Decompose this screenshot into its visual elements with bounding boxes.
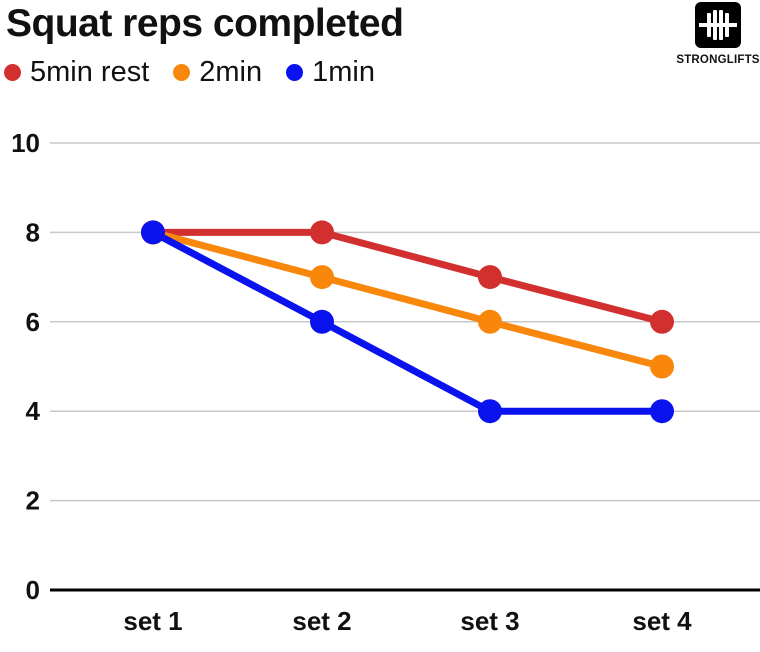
barbell-icon (695, 2, 741, 48)
legend-item-2min: 2min (173, 56, 262, 89)
x-tick-label: set 3 (460, 606, 519, 636)
series-lines (149, 228, 666, 415)
legend-item-1min: 1min (286, 56, 375, 89)
data-point-series-2-3 (650, 399, 674, 424)
stronglifts-logo: STRONGLIFTS (676, 0, 760, 72)
y-tick-label: 8 (26, 217, 40, 247)
x-tick-label: set 4 (632, 606, 692, 636)
series-points (141, 220, 674, 424)
legend-marker-1min (286, 64, 304, 81)
y-tick-label: 6 (26, 307, 40, 337)
x-tick-label: set 2 (292, 606, 351, 636)
y-tick-label: 10 (11, 128, 40, 158)
legend-label-5min-rest: 5min rest (30, 56, 150, 88)
legend-label-2min: 2min (199, 56, 263, 88)
barbell-icon-glyph (699, 10, 737, 40)
data-point-series-1-1 (310, 265, 334, 290)
x-axis-ticks: set 1 set 2 set 3 set 4 (123, 606, 692, 636)
data-point-series-0-2 (478, 265, 502, 290)
y-tick-label: 0 (26, 575, 40, 605)
y-tick-label: 4 (26, 396, 41, 426)
y-tick-label: 2 (26, 486, 40, 516)
data-point-series-2-0 (141, 220, 165, 245)
data-point-series-1-2 (478, 309, 502, 334)
y-axis-ticks: 0 2 4 6 8 10 (11, 128, 40, 605)
legend-marker-5min-rest (4, 64, 21, 81)
series-line-0 (149, 228, 666, 326)
series-line-2 (149, 228, 666, 415)
data-point-series-0-1 (310, 220, 334, 245)
data-point-series-0-3 (650, 309, 674, 334)
data-point-series-1-3 (650, 354, 674, 379)
chart-title: Squat reps completed (6, 2, 404, 45)
data-point-series-2-2 (478, 399, 502, 424)
legend-label-1min: 1min (312, 56, 375, 88)
data-point-series-2-1 (310, 309, 334, 334)
series-line-1 (149, 228, 666, 370)
x-tick-label: set 1 (123, 606, 182, 636)
legend-marker-2min (173, 64, 191, 81)
chart-legend: 5min rest 2min 1min (4, 56, 399, 89)
legend-item-5min-rest: 5min rest (4, 56, 149, 89)
grid-lines (50, 142, 760, 592)
brand-name: STRONGLIFTS (676, 54, 760, 66)
